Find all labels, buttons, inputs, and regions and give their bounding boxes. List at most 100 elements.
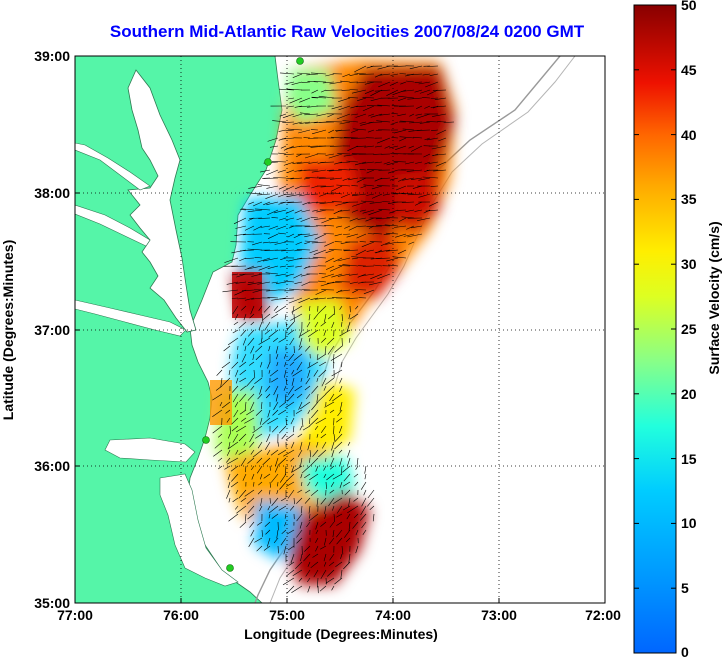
velocity-arrow [333, 209, 343, 215]
velocity-arrow [329, 489, 335, 494]
velocity-arrow [435, 161, 447, 167]
velocity-arrow [311, 385, 319, 394]
velocity-arrow [258, 217, 271, 219]
river-james [75, 299, 187, 337]
velocity-arrow [261, 529, 263, 537]
velocity-arrow [326, 121, 343, 123]
velocity-arrow [298, 577, 303, 582]
velocity-arrow [215, 385, 223, 391]
velocity-arrow [240, 385, 247, 391]
velocity-arrow [286, 481, 295, 487]
velocity-arrow [418, 81, 431, 85]
velocity-arrow [239, 393, 247, 402]
velocity-arrow [301, 81, 311, 83]
velocity-arrow [271, 377, 279, 383]
velocity-arrow [422, 97, 431, 99]
velocity-arrow [262, 257, 279, 262]
velocity-arrow [273, 401, 279, 410]
velocity-arrow [397, 113, 407, 117]
velocity-arrow [308, 337, 311, 342]
velocity-arrow [265, 529, 271, 535]
velocity-arrow [260, 473, 263, 480]
velocity-arrow [301, 185, 311, 187]
velocity-arrow [244, 401, 247, 411]
velocity-arrow [375, 257, 391, 259]
velocity-arrow [320, 433, 327, 439]
velocity-arrow [268, 505, 279, 514]
x-tick-label: 75:00 [269, 607, 305, 623]
velocity-arrow [316, 497, 319, 507]
velocity-arrow [278, 425, 287, 434]
velocity-arrow [290, 177, 303, 180]
velocity-arrow [238, 321, 247, 329]
velocity-arrow [298, 297, 311, 304]
velocity-arrow [362, 105, 375, 112]
velocity-arrow [398, 217, 407, 222]
velocity-arrow [296, 161, 311, 164]
velocity-arrow [304, 545, 311, 552]
velocity-arrow [269, 497, 271, 504]
velocity-arrow [240, 457, 247, 467]
velocity-arrow [327, 345, 335, 355]
velocity-arrow [324, 505, 327, 514]
velocity-arrow [282, 121, 295, 123]
velocity-arrow [232, 393, 239, 403]
velocity-arrow [252, 201, 263, 207]
velocity-arrow [312, 209, 319, 212]
velocity-arrow [266, 169, 279, 176]
velocity-arrow [364, 473, 367, 480]
velocity-patch [210, 380, 232, 425]
velocity-arrow [315, 465, 319, 472]
velocity-arrow [315, 521, 319, 530]
velocity-arrow [405, 209, 415, 212]
velocity-arrow [379, 73, 391, 76]
velocity-arrow [275, 345, 279, 354]
velocity-arrow [217, 457, 223, 462]
velocity-arrow [293, 345, 295, 354]
velocity-arrow [278, 152, 287, 155]
velocity-arrow [295, 153, 303, 158]
velocity-arrow [302, 201, 311, 205]
velocity-arrow [276, 225, 287, 230]
velocity-arrow [278, 129, 287, 132]
velocity-arrow [316, 393, 319, 403]
velocity-arrow [259, 169, 271, 173]
velocity-arrow [339, 121, 351, 125]
velocity-arrow [370, 273, 383, 280]
x-tick-label: 73:00 [481, 607, 517, 623]
velocity-arrow [299, 121, 311, 124]
velocity-arrow [311, 241, 327, 244]
velocity-arrow [424, 137, 431, 141]
velocity-arrow [254, 537, 263, 543]
velocity-arrow [247, 393, 255, 401]
velocity-arrow [219, 401, 223, 407]
velocity-arrow [284, 521, 287, 527]
velocity-arrow [406, 169, 423, 172]
velocity-arrow [228, 497, 231, 503]
velocity-arrow [376, 137, 391, 144]
velocity-arrow [303, 553, 311, 562]
velocity-arrow [295, 409, 303, 414]
velocity-arrow [265, 272, 279, 275]
velocity-arrow [347, 457, 351, 466]
velocity-arrow [258, 321, 263, 331]
colorbar-tick-label: 0 [681, 644, 689, 659]
velocity-arrow [223, 345, 231, 352]
velocity-arrow [371, 185, 383, 190]
velocity-arrow [271, 161, 287, 163]
velocity-arrow [287, 393, 295, 402]
velocity-arrow [302, 425, 311, 431]
velocity-arrow [339, 457, 343, 466]
velocity-arrow [280, 537, 287, 546]
velocity-arrow [275, 457, 279, 467]
velocity-arrow [239, 409, 247, 415]
velocity-arrow [324, 345, 327, 355]
velocity-arrow [317, 393, 327, 402]
velocity-arrow [333, 513, 335, 523]
radar-station-marker [226, 564, 234, 572]
velocity-arrow [401, 216, 415, 219]
velocity-arrow [328, 497, 335, 507]
potomac-river [75, 142, 151, 191]
velocity-arrow [268, 513, 271, 519]
velocity-arrow [422, 176, 439, 179]
